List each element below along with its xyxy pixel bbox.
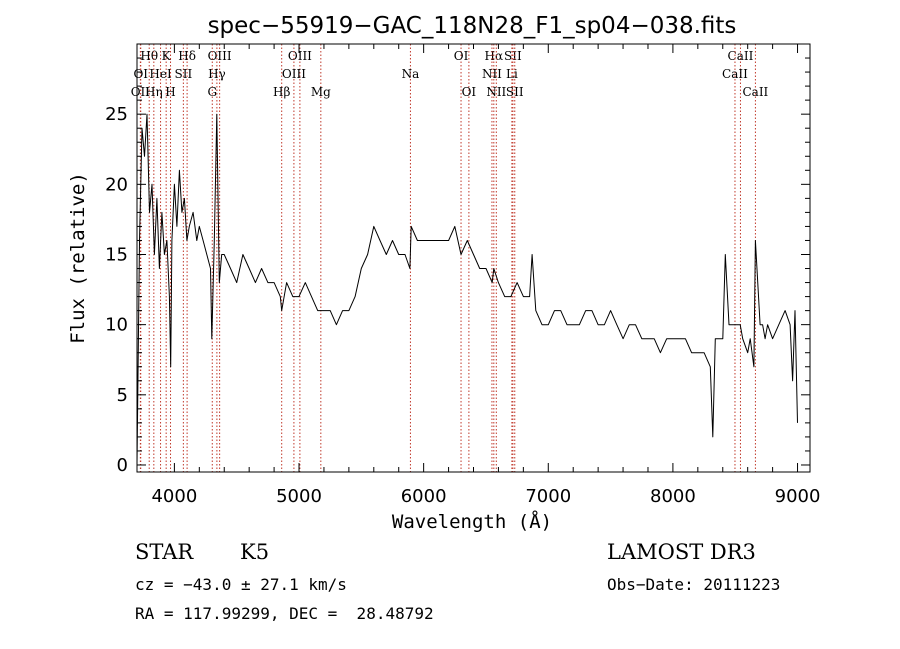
line-label-27: CaII <box>742 85 768 99</box>
x-tick-label-6000: 6000 <box>401 486 447 507</box>
line-label-0: Hθ <box>140 49 158 63</box>
spectrum-line-0 <box>136 113 798 466</box>
line-label-7: SII <box>175 67 193 81</box>
survey-name: LAMOST DR3 <box>607 540 756 564</box>
line-label-17: OI <box>454 49 469 63</box>
y-axis-label: Flux (relative) <box>67 172 89 344</box>
line-label-25: CaII <box>728 49 754 63</box>
x-tick-label-7000: 7000 <box>525 486 571 507</box>
line-label-23: Li <box>506 67 518 81</box>
line-label-9: OIII <box>208 49 232 63</box>
line-label-21: NII <box>486 85 506 99</box>
line-label-22: SII <box>504 49 522 63</box>
line-label-3: K <box>162 49 172 63</box>
line-label-13: OIII <box>282 67 306 81</box>
x-tick-label-4000: 4000 <box>151 486 197 507</box>
line-label-18: OI <box>462 85 477 99</box>
observation-date: Obs−Date: 20111223 <box>607 575 781 594</box>
x-tick-label-8000: 8000 <box>650 486 696 507</box>
y-tick-label-5: 5 <box>117 385 128 406</box>
y-tick-label-25: 25 <box>105 104 128 125</box>
line-label-4: HeI <box>149 67 172 81</box>
line-label-1: OI <box>133 67 148 81</box>
coordinates: RA = 117.99299, DEC = 28.48792 <box>135 604 434 623</box>
axis-ticks: 4000 5000 6000 7000 8000 9000 0 5 10 15 20 25 <box>105 44 820 507</box>
line-label-8: H <box>165 85 175 99</box>
x-tick-label-5000: 5000 <box>276 486 322 507</box>
x-axis-label: Wavelength (Å) <box>392 510 552 533</box>
y-tick-label-10: 10 <box>105 315 128 336</box>
line-label-19: Hα <box>485 49 504 63</box>
line-label-11: G <box>207 85 217 99</box>
chart-title: spec−55919−GAC_118N28_F1_sp04−038.fits <box>208 13 737 39</box>
line-label-2: OII <box>131 85 151 99</box>
line-label-16: Na <box>402 67 420 81</box>
line-label-5: Hη <box>145 85 163 99</box>
line-label-12: OIII <box>288 49 312 63</box>
y-tick-label-0: 0 <box>117 455 128 476</box>
line-label-24: SII <box>506 85 524 99</box>
x-tick-label-9000: 9000 <box>775 486 821 507</box>
line-label-26: CaII <box>722 67 748 81</box>
line-label-15: Mg <box>311 85 331 99</box>
y-tick-label-15: 15 <box>105 244 128 265</box>
y-tick-label-20: 20 <box>105 174 128 195</box>
line-label-6: Hδ <box>178 49 196 63</box>
redshift-value: cz = −43.0 ± 27.1 km/s <box>135 575 347 594</box>
line-label-20: NII <box>482 67 502 81</box>
object-class: STAR <box>135 540 194 564</box>
spectrum-series <box>136 113 798 466</box>
object-subclass: K5 <box>240 540 270 564</box>
line-label-14: Hβ <box>273 85 290 99</box>
line-label-10: Hγ <box>208 67 226 81</box>
plot-frame <box>136 43 811 473</box>
